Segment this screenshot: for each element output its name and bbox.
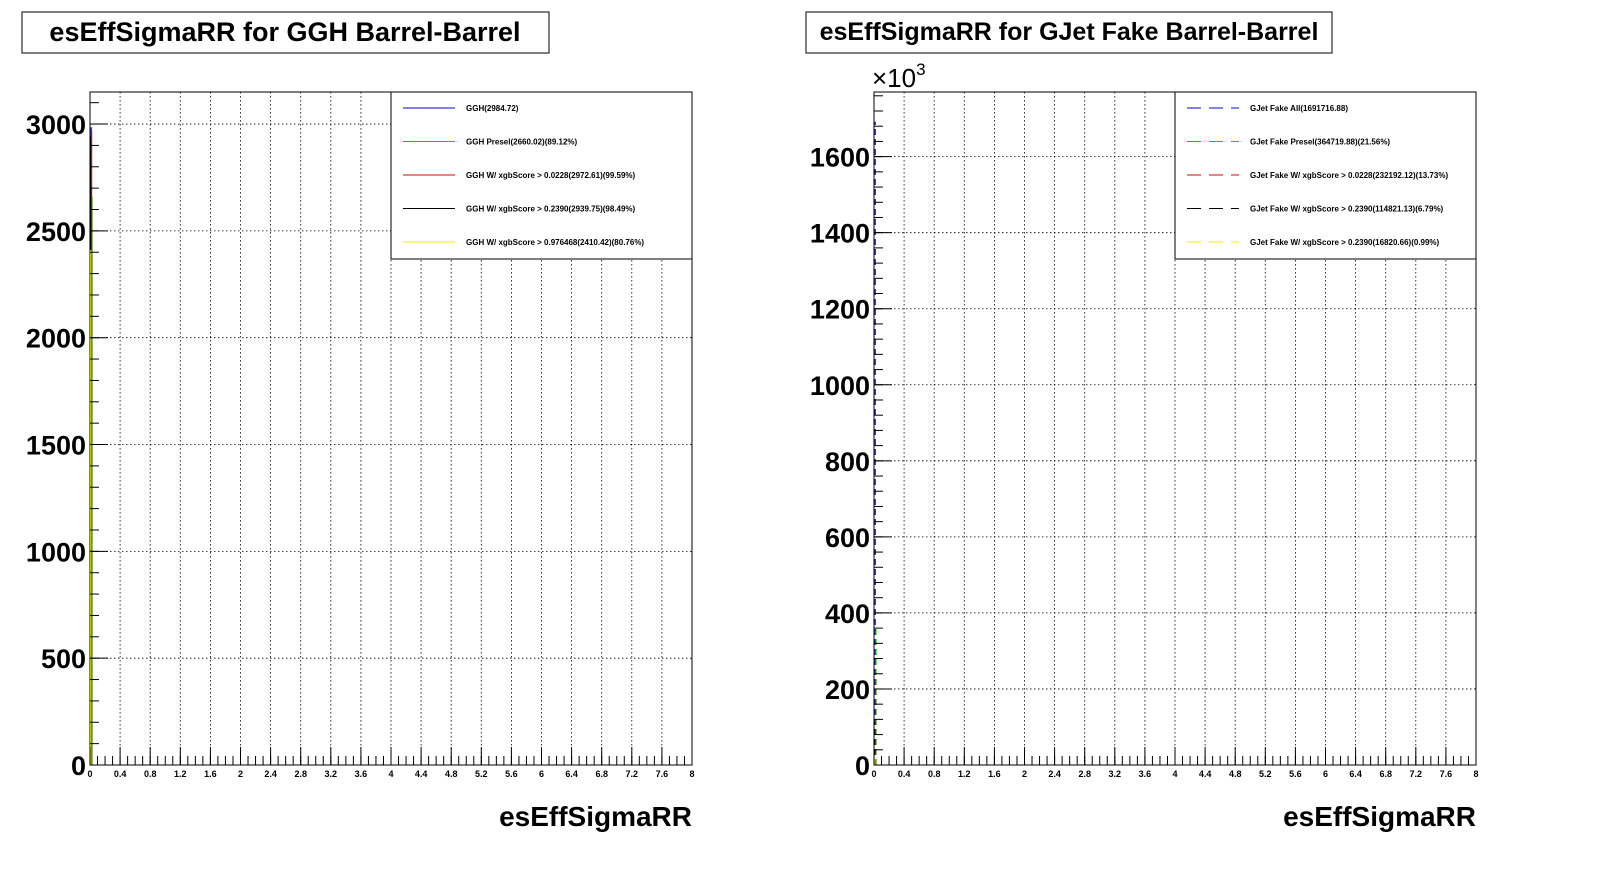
x-tick-label: 0 bbox=[871, 769, 876, 779]
y-tick-label: 500 bbox=[41, 644, 86, 674]
legend-box bbox=[1174, 91, 1477, 260]
y-tick-label: 3000 bbox=[26, 110, 86, 140]
chart-panel-gjet: esEffSigmaRR for GJet Fake Barrel-Barrel… bbox=[805, 11, 1479, 832]
y-tick-label: 2500 bbox=[26, 217, 86, 247]
y-tick-label: 800 bbox=[825, 447, 870, 477]
y-multiplier: ×103 bbox=[872, 60, 926, 93]
x-tick-label: 4 bbox=[388, 769, 393, 779]
legend-entry: GGH W/ xgbScore > 0.976468(2410.42)(80.7… bbox=[466, 238, 644, 247]
legend-entry: GJet Fake Presel(364719.88)(21.56%) bbox=[1250, 138, 1390, 147]
y-tick-label: 600 bbox=[825, 523, 870, 553]
x-tick-label: 6.4 bbox=[565, 769, 578, 779]
y-multiplier-exponent: 3 bbox=[916, 60, 925, 79]
x-tick-label: 1.2 bbox=[174, 769, 187, 779]
y-tick-label: 1000 bbox=[26, 537, 86, 567]
legend-entry: GGH W/ xgbScore > 0.0228(2972.61)(99.59%… bbox=[466, 171, 636, 180]
x-tick-label: 3.6 bbox=[1139, 769, 1152, 779]
x-tick-label: 2.4 bbox=[1048, 769, 1061, 779]
x-tick-label: 6.8 bbox=[595, 769, 608, 779]
x-tick-label: 8 bbox=[689, 769, 694, 779]
x-tick-label: 0.4 bbox=[114, 769, 127, 779]
x-tick-label: 2.4 bbox=[264, 769, 277, 779]
x-tick-label: 6.4 bbox=[1349, 769, 1362, 779]
y-tick-label: 0 bbox=[71, 751, 86, 781]
x-tick-label: 8 bbox=[1473, 769, 1478, 779]
legend-entry: GGH W/ xgbScore > 0.2390(2939.75)(98.49%… bbox=[466, 205, 636, 214]
x-tick-label: 4.4 bbox=[1199, 769, 1212, 779]
y-tick-label: 1400 bbox=[810, 219, 870, 249]
x-tick-label: 1.6 bbox=[988, 769, 1001, 779]
y-tick-label: 1600 bbox=[810, 143, 870, 173]
y-tick-label: 2000 bbox=[26, 324, 86, 354]
x-tick-label: 4 bbox=[1172, 769, 1177, 779]
x-tick-label: 4.8 bbox=[1229, 769, 1242, 779]
x-tick-label: 4.8 bbox=[445, 769, 458, 779]
chart-panel-ggh: esEffSigmaRR for GGH Barrel-Barrel 0 500 1… bbox=[21, 11, 695, 832]
y-tick-label: 1200 bbox=[810, 295, 870, 325]
x-tick-label: 5.6 bbox=[1289, 769, 1302, 779]
x-tick-label: 7.6 bbox=[656, 769, 669, 779]
x-tick-label: 0.4 bbox=[898, 769, 911, 779]
x-tick-label: 3.2 bbox=[1109, 769, 1122, 779]
x-tick-label: 5.6 bbox=[505, 769, 518, 779]
y-tick-label: 200 bbox=[825, 675, 870, 705]
x-axis-label: esEffSigmaRR bbox=[1283, 801, 1476, 832]
x-tick-label: 1.2 bbox=[958, 769, 971, 779]
x-tick-label: 3.6 bbox=[355, 769, 368, 779]
y-tick-label: 1500 bbox=[26, 431, 86, 461]
x-axis-label: esEffSigmaRR bbox=[499, 801, 692, 832]
x-tick-label: 4.4 bbox=[415, 769, 428, 779]
x-tick-label: 7.6 bbox=[1440, 769, 1453, 779]
legend-entry: GGH(2984.72) bbox=[466, 104, 519, 113]
x-tick-label: 6.8 bbox=[1379, 769, 1392, 779]
x-tick-label: 5.2 bbox=[475, 769, 488, 779]
y-tick-label: 400 bbox=[825, 599, 870, 629]
x-tick-label: 7.2 bbox=[1410, 769, 1423, 779]
x-tick-label: 2 bbox=[238, 769, 243, 779]
y-tick-label: 0 bbox=[855, 751, 870, 781]
x-tick-label: 2 bbox=[1022, 769, 1027, 779]
x-tick-label: 3.2 bbox=[325, 769, 338, 779]
legend-entry: GJet Fake All(1691716.88) bbox=[1250, 104, 1348, 113]
x-tick-label: 7.2 bbox=[626, 769, 639, 779]
x-tick-label: 6 bbox=[539, 769, 544, 779]
y-multiplier-base: ×10 bbox=[872, 63, 916, 93]
title-box bbox=[21, 11, 550, 54]
x-tick-label: 2.8 bbox=[294, 769, 307, 779]
legend-entry: GJet Fake W/ xgbScore > 0.2390(16820.66)… bbox=[1250, 238, 1440, 247]
legend-entry: GGH Presel(2660.02)(89.12%) bbox=[466, 138, 578, 147]
chart-title: esEffSigmaRR for GJet Fake Barrel-Barrel bbox=[820, 18, 1319, 46]
x-tick-label: 5.2 bbox=[1259, 769, 1272, 779]
title-box bbox=[805, 11, 1333, 54]
x-tick-label: 0 bbox=[87, 769, 92, 779]
x-tick-label: 0.8 bbox=[144, 769, 157, 779]
x-tick-label: 0.8 bbox=[928, 769, 941, 779]
legend-entry: GJet Fake W/ xgbScore > 0.2390(114821.13… bbox=[1250, 205, 1444, 214]
legend-entry: GJet Fake W/ xgbScore > 0.0228(232192.12… bbox=[1250, 171, 1448, 180]
x-tick-label: 1.6 bbox=[204, 769, 217, 779]
x-tick-label: 2.8 bbox=[1078, 769, 1091, 779]
x-tick-label: 6 bbox=[1323, 769, 1328, 779]
chart-title: esEffSigmaRR for GGH Barrel-Barrel bbox=[49, 17, 520, 47]
y-tick-label: 1000 bbox=[810, 371, 870, 401]
